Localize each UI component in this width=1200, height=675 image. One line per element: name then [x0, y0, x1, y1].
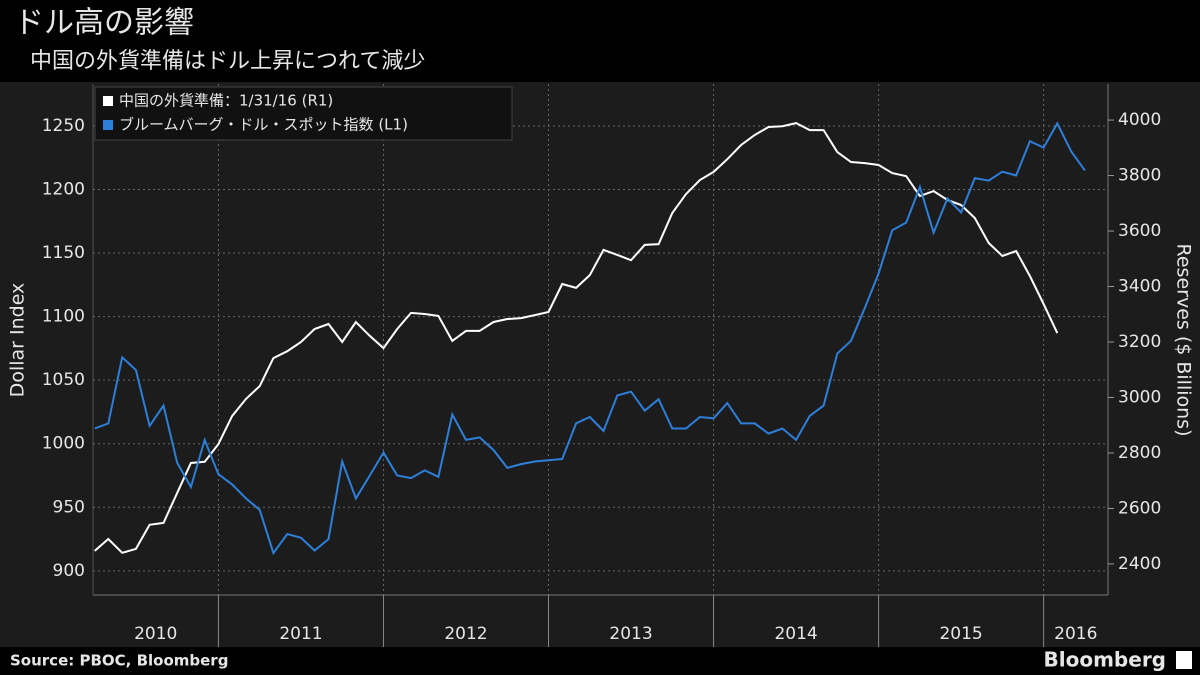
- y2-tick-label: 3400: [1118, 277, 1161, 297]
- legend-label: 中国の外貨準備：1/31/16 (R1): [119, 92, 333, 110]
- y2-axis-label: Reserves ($ Billions): [1173, 244, 1195, 437]
- y2-tick-label: 3200: [1118, 332, 1161, 352]
- legend-swatch: [103, 120, 113, 130]
- y-tick-label: 1200: [42, 180, 85, 200]
- x-tick-label: 2012: [444, 624, 487, 644]
- y-tick-label: 900: [53, 561, 85, 581]
- brand: Bloomberg: [1044, 648, 1166, 672]
- y2-tick-label: 2600: [1118, 498, 1161, 518]
- y2-tick-label: 3600: [1118, 221, 1161, 241]
- x-tick-label: 2015: [939, 624, 982, 644]
- x-tick-label: 2013: [609, 624, 652, 644]
- y2-tick-label: 4000: [1118, 110, 1161, 130]
- y2-tick-label: 2800: [1118, 443, 1161, 463]
- legend-swatch: [103, 96, 113, 106]
- plot-background: [0, 82, 1200, 647]
- data-line: [94, 122, 1059, 554]
- y-axis-label: Dollar Index: [7, 283, 29, 398]
- x-tick-label: 2016: [1054, 624, 1097, 644]
- y-tick-label: 1050: [42, 370, 85, 390]
- y2-tick-label: 3800: [1118, 166, 1161, 186]
- y-tick-label: 1250: [42, 116, 85, 136]
- y2-tick-label: 2400: [1118, 554, 1161, 574]
- data-line: [94, 121, 1086, 556]
- brand-icon: [1176, 651, 1192, 669]
- y-tick-label: 1000: [42, 434, 85, 454]
- source: Source: PBOC, Bloomberg: [10, 652, 228, 670]
- x-tick-label: 2014: [774, 624, 817, 644]
- y2-tick-label: 3000: [1118, 387, 1161, 407]
- y-tick-label: 1100: [42, 307, 85, 327]
- legend-box: [94, 86, 513, 141]
- legend-label: ブルームバーグ・ドル・スポット指数 (L1): [119, 116, 408, 134]
- x-tick-label: 2011: [279, 624, 322, 644]
- x-tick-label: 2010: [134, 624, 177, 644]
- y-tick-label: 1150: [42, 243, 85, 263]
- chart-title: ドル高の影響: [14, 6, 194, 41]
- chart-subtitle: 中国の外貨準備はドル上昇につれて減少: [30, 49, 425, 74]
- y-tick-label: 950: [53, 497, 85, 517]
